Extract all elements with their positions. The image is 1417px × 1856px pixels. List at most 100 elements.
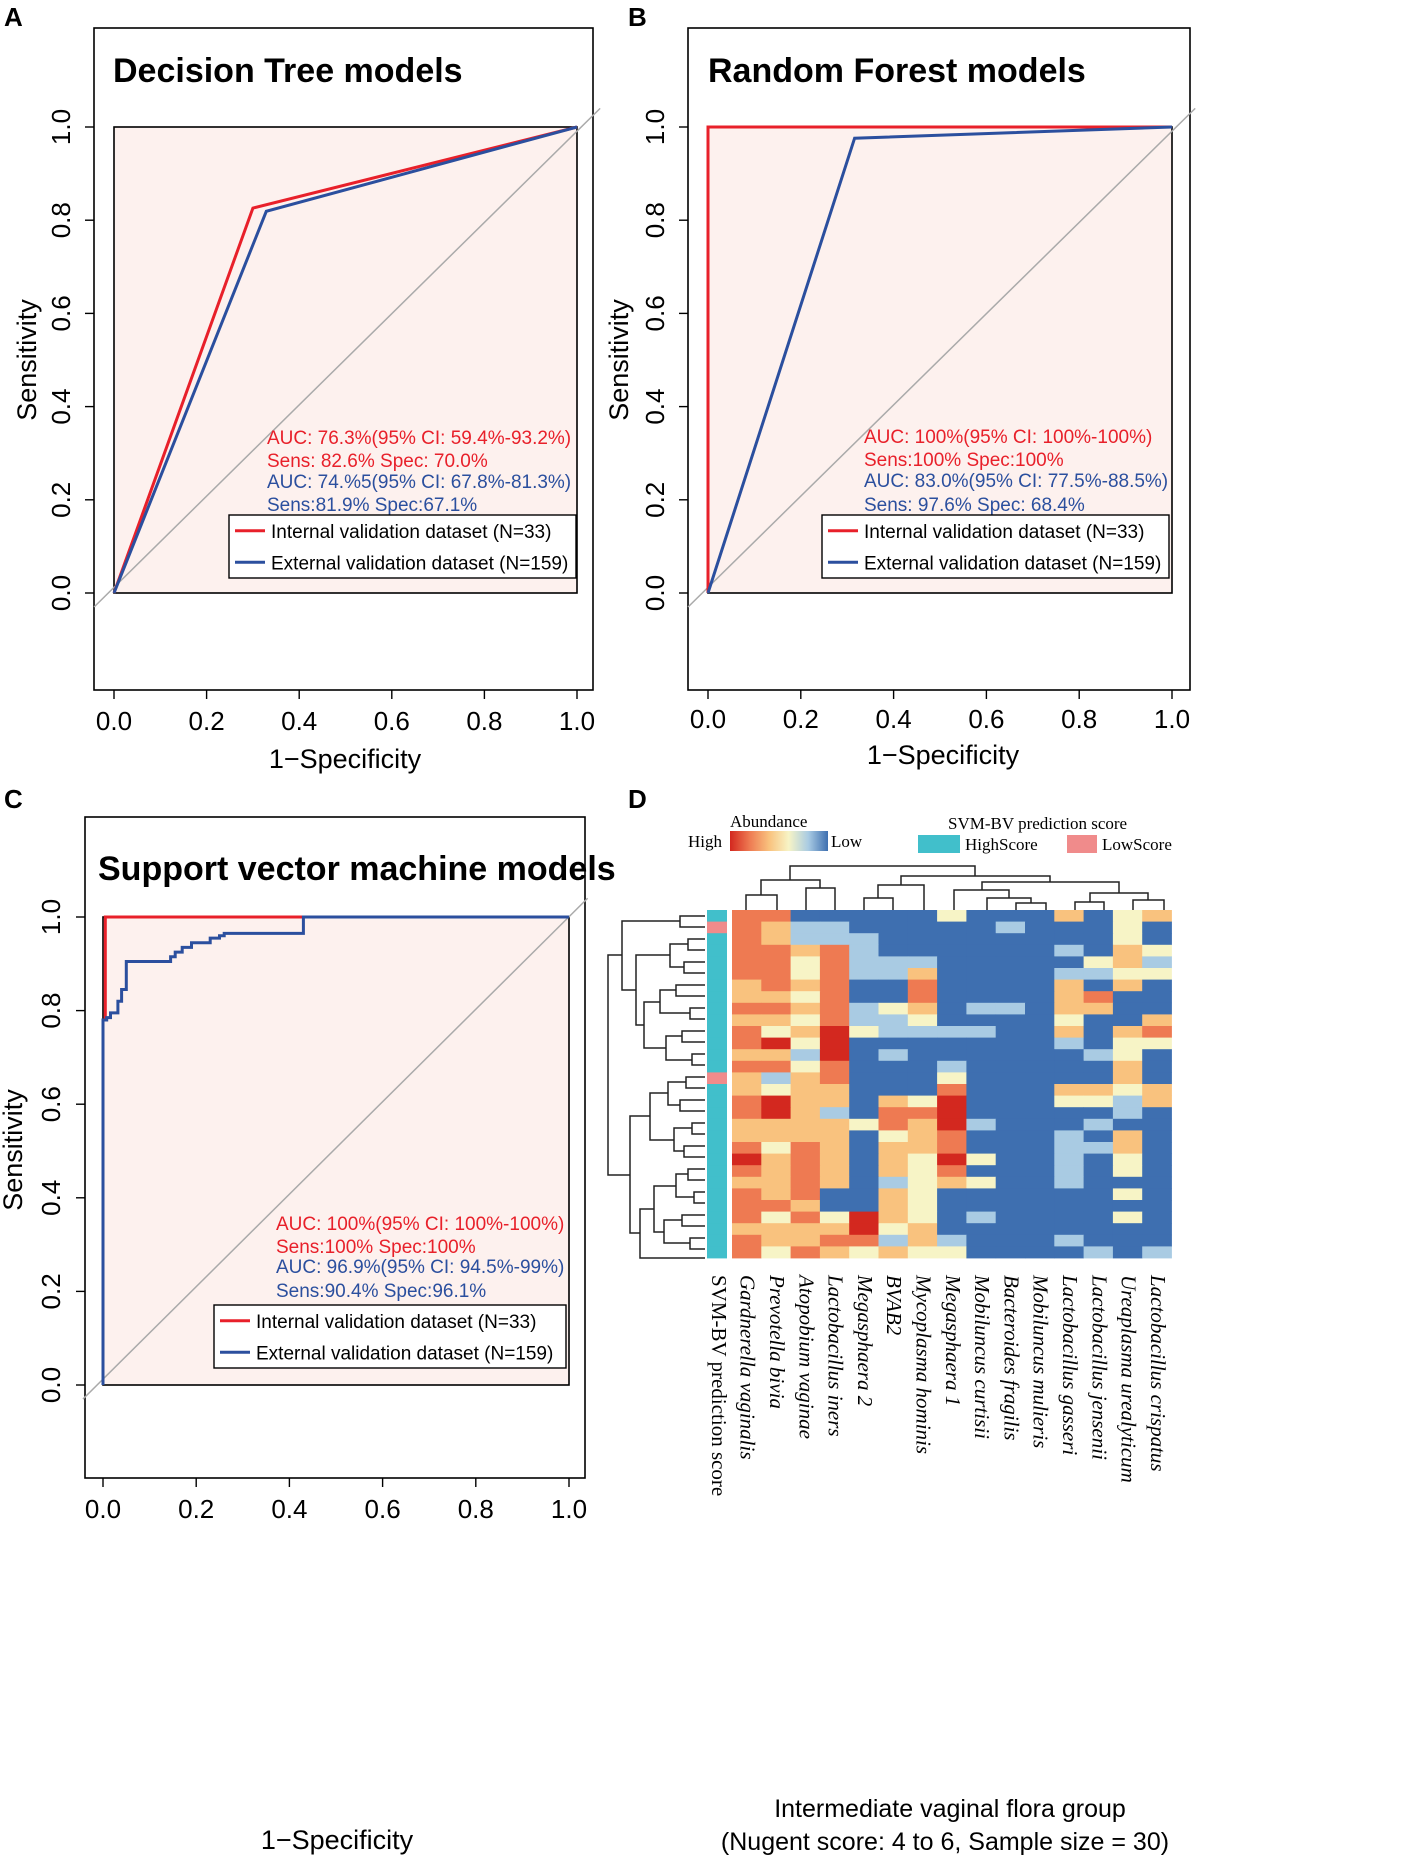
heatmap-grid xyxy=(707,910,1172,1259)
row-dendro-branch xyxy=(653,1185,676,1233)
x-tick-label: 0.0 xyxy=(96,706,132,736)
heatmap-cell xyxy=(966,1002,997,1015)
heatmap-cell xyxy=(819,1118,850,1131)
heatmap-cell xyxy=(937,1118,967,1131)
heatmap-cell xyxy=(1054,921,1084,934)
heatmap-cell xyxy=(1112,1165,1143,1178)
score-cell-low xyxy=(707,921,727,934)
heatmap-cell xyxy=(1142,1153,1172,1166)
heatmap-cell xyxy=(937,1234,967,1247)
y-tick-label: 0.4 xyxy=(640,389,670,425)
heatmap-cell xyxy=(995,1118,1026,1131)
heatmap-cell xyxy=(1112,1095,1143,1108)
heatmap-cell xyxy=(819,1049,850,1062)
column-label: Prevotella bivia xyxy=(765,1274,789,1409)
heatmap-cell xyxy=(1025,1084,1055,1096)
heatmap-cell xyxy=(1112,1049,1143,1062)
heatmap-cell xyxy=(995,1037,1026,1050)
heatmap-cell xyxy=(819,1188,850,1201)
heatmap-cell xyxy=(937,1211,967,1224)
heatmap-cell xyxy=(995,1095,1026,1108)
heatmap-cell xyxy=(1083,968,1114,980)
heatmap-cell xyxy=(937,1107,967,1120)
heatmap-cell xyxy=(966,1107,997,1120)
heatmap-cell xyxy=(732,1107,762,1120)
heatmap-cell xyxy=(1054,1014,1084,1027)
heatmap-cell xyxy=(1025,1049,1055,1062)
heatmap-cell xyxy=(761,991,791,1004)
score-legend-low: LowScore xyxy=(1102,835,1172,854)
y-axis-title: Sensitivity xyxy=(12,299,42,421)
heatmap-cell xyxy=(1025,979,1055,992)
score-cell-high xyxy=(707,1049,727,1062)
heatmap-cell xyxy=(1083,1188,1114,1201)
heatmap-cell xyxy=(849,991,879,1004)
heatmap-cell xyxy=(1142,1014,1172,1027)
heatmap-cell xyxy=(1112,1130,1143,1143)
heatmap-cell xyxy=(1083,1142,1114,1154)
heatmap-cell xyxy=(732,1200,762,1212)
heatmap-cell xyxy=(819,1223,850,1236)
heatmap-cell xyxy=(849,921,879,934)
x-tick-label: 0.6 xyxy=(968,704,1004,734)
col-dendro-branch xyxy=(805,887,836,910)
heatmap-cell xyxy=(1025,1130,1055,1143)
row-dendro-branch xyxy=(683,1145,705,1158)
heatmap-cell xyxy=(878,1072,909,1085)
heatmap-cell xyxy=(878,1095,909,1108)
score-cell-high xyxy=(707,1060,727,1073)
heatmap-cell xyxy=(1112,979,1143,992)
heatmap-cell xyxy=(732,1234,762,1247)
heatmap-cell xyxy=(878,1246,909,1259)
row-dendro-branch xyxy=(679,1099,705,1112)
y-tick-label: 0.2 xyxy=(46,482,76,518)
heatmap-cell xyxy=(1112,944,1143,957)
heatmap-cell xyxy=(761,1200,791,1212)
heatmap-cell xyxy=(849,1234,879,1247)
heatmap-cell xyxy=(790,956,821,969)
heatmap-cell xyxy=(1025,1223,1055,1236)
heatmap-cell xyxy=(907,956,938,969)
heatmap-cell xyxy=(1025,1234,1055,1247)
heatmap-cell xyxy=(732,1095,762,1108)
x-tick-label: 1.0 xyxy=(559,706,595,736)
x-tick-label: 0.6 xyxy=(365,1494,401,1524)
heatmap-cell xyxy=(790,1142,821,1154)
heatmap-cell xyxy=(1083,1026,1114,1038)
heatmap-cell xyxy=(907,944,938,957)
heatmap-cell xyxy=(819,979,850,992)
heatmap-cell xyxy=(1112,1084,1143,1096)
heatmap-cell xyxy=(995,1223,1026,1236)
heatmap-cell xyxy=(819,944,850,957)
heatmap-cell xyxy=(1054,1118,1084,1131)
heatmap-cell xyxy=(732,1130,762,1143)
high-score-swatch xyxy=(918,835,960,853)
heatmap-cell xyxy=(732,944,762,957)
heatmap-cell xyxy=(878,1084,909,1096)
chart-title: Random Forest models xyxy=(708,52,1086,90)
legend-box xyxy=(213,1304,567,1369)
heatmap-cell xyxy=(849,1095,879,1108)
row-dendro-branch xyxy=(683,961,705,974)
score-cell-high xyxy=(707,1246,727,1259)
score-cell-high xyxy=(707,1142,727,1154)
heatmap-cell xyxy=(849,1211,879,1224)
heatmap-cell xyxy=(1112,1234,1143,1247)
score-cell-high xyxy=(707,1107,727,1120)
column-label: BVAB2 xyxy=(882,1275,906,1336)
column-label: Lactobacillus crispatus xyxy=(1146,1274,1170,1472)
heatmap-cell xyxy=(937,1142,967,1154)
heatmap-cell xyxy=(966,1060,997,1073)
heatmap-cell xyxy=(1112,1118,1143,1131)
heatmap-cell xyxy=(1083,1084,1114,1096)
legend-box xyxy=(821,514,1170,579)
heatmap-cell xyxy=(907,1234,938,1247)
heatmap-cell xyxy=(1142,1200,1172,1212)
heatmap-cell xyxy=(790,1060,821,1073)
heatmap-cell xyxy=(732,1176,762,1189)
heatmap-cell xyxy=(966,1211,997,1224)
heatmap-cell xyxy=(966,1200,997,1212)
roc-chart-b: 0.0 0.2 0.4 0.6 0.8 1.0 0.0 0.2 0.4 0.6 0.8 1.0 Rand… xyxy=(604,27,1196,770)
heatmap-cell xyxy=(1142,944,1172,957)
